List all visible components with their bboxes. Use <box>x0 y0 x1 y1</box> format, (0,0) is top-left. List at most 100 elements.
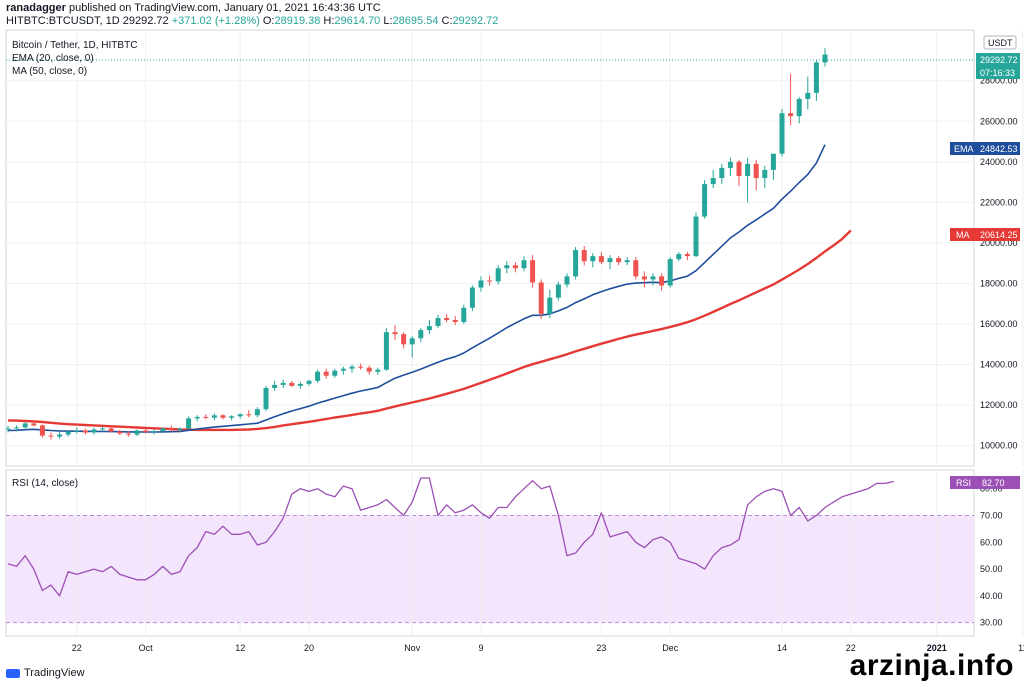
candle-body <box>358 366 364 368</box>
candle-body <box>727 161 733 168</box>
time-tick-label: 9 <box>478 643 483 653</box>
candle-body <box>573 250 579 277</box>
candle-body <box>504 265 510 269</box>
rsi-tick-label: 70.00 <box>980 511 1003 521</box>
candle-body <box>229 416 235 418</box>
currency-label: USDT <box>988 38 1013 48</box>
candle-body <box>796 98 802 117</box>
candle-body <box>564 276 570 285</box>
watermark: arzinja.info <box>849 649 1014 682</box>
candle-body <box>461 307 467 323</box>
candle-body <box>538 282 544 314</box>
candle-body <box>779 113 785 154</box>
candle-body <box>375 369 381 372</box>
tradingview-logo[interactable]: TradingView <box>6 667 85 679</box>
ma-badge-label: MA <box>956 230 970 240</box>
candle-body <box>521 260 527 269</box>
candle-body <box>745 163 751 177</box>
rsi-tick-label: 30.00 <box>980 618 1003 628</box>
time-tick-label: 23 <box>596 643 606 653</box>
rsi-band <box>6 515 974 624</box>
price-tick-label: 10000.00 <box>980 441 1018 451</box>
ema-badge <box>950 142 1020 155</box>
candle-body <box>487 280 493 282</box>
candle-body <box>805 92 811 99</box>
candle-body <box>31 423 37 426</box>
countdown-value: 07:16:33 <box>980 68 1015 78</box>
time-tick-label: 20 <box>304 643 314 653</box>
candle-body <box>48 435 54 437</box>
time-tick-label: Nov <box>404 643 421 653</box>
grid <box>6 30 1024 636</box>
ma-line-group <box>7 229 852 432</box>
publish-line: ranadagger published on TradingView.com,… <box>6 2 381 15</box>
tradingview-logo-text: TradingView <box>24 667 85 679</box>
time-tick-label: 22 <box>846 643 856 653</box>
price-pane-border <box>5 29 975 467</box>
rsi-badge-label: RSI <box>956 478 971 488</box>
candle-body <box>74 430 80 432</box>
tradingview-logo-icon <box>6 668 20 678</box>
candle-body <box>323 371 329 376</box>
candle-body <box>624 260 630 263</box>
candle-body <box>108 428 114 432</box>
candle-body <box>469 287 475 308</box>
rsi-band-fill <box>6 515 974 623</box>
time-axis: 22Oct1220Nov923Dec142220211119 <box>72 643 1024 653</box>
price-tick-label: 24000.00 <box>980 157 1018 167</box>
legend-ema[interactable]: EMA (20, close, 0) <box>12 53 94 64</box>
publisher-name[interactable]: ranadagger <box>6 2 66 14</box>
price-tick-label: 12000.00 <box>980 400 1018 410</box>
candle-body <box>65 431 71 435</box>
candle-body <box>676 254 682 260</box>
price-tick-label: 18000.00 <box>980 278 1018 288</box>
candle-body <box>306 380 312 384</box>
last-price: 29292.72 <box>122 15 169 27</box>
legend-rsi[interactable]: RSI (14, close) <box>12 478 78 489</box>
candle-body <box>211 415 217 418</box>
candle-body <box>616 258 622 263</box>
candle-body <box>762 169 768 179</box>
candle-body <box>633 260 639 277</box>
high-value: 29614.70 <box>334 15 381 27</box>
candle-body <box>280 382 286 385</box>
ema-badge-label: EMA <box>954 144 974 154</box>
time-tick-label: 12 <box>235 643 245 653</box>
close-label: C: <box>441 15 453 27</box>
candle-body <box>220 415 226 418</box>
price-tick-label: 14000.00 <box>980 360 1018 370</box>
candle-body <box>607 258 613 263</box>
price-tick-label: 22000.00 <box>980 197 1018 207</box>
candle-body <box>340 368 346 371</box>
candle-body <box>263 387 269 410</box>
publish-info: published on TradingView.com, January 01… <box>68 2 381 14</box>
rsi-tick-label: 40.00 <box>980 591 1003 601</box>
time-tick-label: 22 <box>72 643 82 653</box>
candle-body <box>710 178 716 185</box>
price-badge-value: 29292.72 <box>980 55 1018 65</box>
candle-body <box>822 54 828 63</box>
candle-body <box>736 161 742 177</box>
candle-body <box>702 184 708 217</box>
candle-body <box>332 370 338 376</box>
candle-body <box>693 216 699 257</box>
candles[interactable] <box>5 48 828 440</box>
candle-body <box>237 414 243 417</box>
price-tick-label: 16000.00 <box>980 319 1018 329</box>
candle-body <box>667 259 673 286</box>
price-tick-label: 26000.00 <box>980 116 1018 126</box>
candle-body <box>91 429 97 433</box>
countdown-badge <box>976 66 1020 79</box>
ema-badge-value: 24842.53 <box>980 144 1018 154</box>
rsi-tick-label: 60.00 <box>980 537 1003 547</box>
currency-badge[interactable] <box>983 35 1017 50</box>
rsi-badge-value: 82.70 <box>982 478 1005 488</box>
candle-body <box>753 163 759 179</box>
price-badge <box>976 53 1020 66</box>
legend-ma[interactable]: MA (50, close, 0) <box>12 66 87 77</box>
ema-line <box>7 144 826 433</box>
candle-body <box>177 428 183 430</box>
candle-body <box>444 317 450 320</box>
ema-line-group <box>7 144 826 433</box>
